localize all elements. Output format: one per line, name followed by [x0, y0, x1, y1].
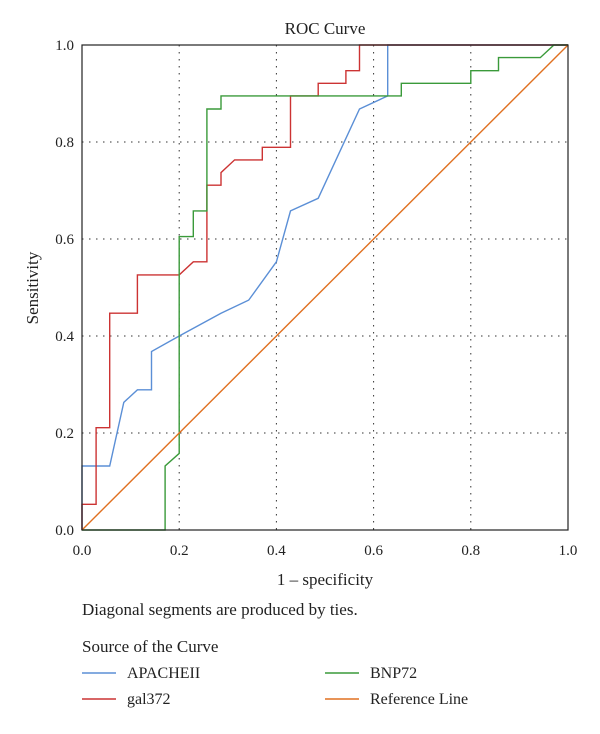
- legend-item-reference-line: Reference Line: [325, 691, 468, 708]
- y-tick-label: 0.0: [55, 523, 74, 539]
- x-tick-label: 0.2: [170, 543, 189, 559]
- series-line-gal372: [81, 44, 568, 530]
- x-tick-label: 0.8: [461, 543, 480, 559]
- series-line-bnp72: [82, 44, 568, 531]
- legend-item-apacheii: APACHEII: [82, 665, 200, 682]
- x-axis-label: 1 – specificity: [277, 570, 374, 589]
- legend-label: gal372: [127, 691, 171, 708]
- legend: APACHEII BNP72 gal372 Reference Line: [82, 665, 468, 708]
- x-tick-label: 1.0: [559, 543, 578, 559]
- x-tick-label: 0.0: [73, 543, 92, 559]
- legend-label: BNP72: [370, 665, 417, 682]
- y-tick-label: 0.6: [55, 232, 74, 248]
- x-tick-label: 0.4: [267, 543, 286, 559]
- legend-title: Source of the Curve: [82, 637, 218, 656]
- x-tick-label: 0.6: [364, 543, 383, 559]
- y-tick-label: 0.4: [55, 329, 74, 345]
- plot-frame: [81, 44, 569, 531]
- legend-item-gal372: gal372: [82, 691, 171, 708]
- series-line-reference-line: [81, 44, 569, 531]
- ties-note: Diagonal segments are produced by ties.: [82, 600, 358, 619]
- y-tick-label: 0.8: [55, 135, 74, 151]
- y-axis-label: Sensitivity: [23, 251, 42, 324]
- legend-label: Reference Line: [370, 691, 468, 708]
- x-tick-labels: 0.0 0.2 0.4 0.6 0.8 1.0: [73, 543, 578, 559]
- y-tick-label: 1.0: [55, 38, 74, 54]
- legend-label: APACHEII: [127, 665, 200, 682]
- series-line-apacheii: [81, 44, 568, 530]
- legend-item-bnp72: BNP72: [325, 665, 417, 682]
- chart-title: ROC Curve: [285, 19, 366, 38]
- y-tick-label: 0.2: [55, 426, 74, 442]
- y-tick-labels: 0.0 0.2 0.4 0.6 0.8 1.0: [55, 38, 74, 539]
- series-lines: [81, 44, 569, 531]
